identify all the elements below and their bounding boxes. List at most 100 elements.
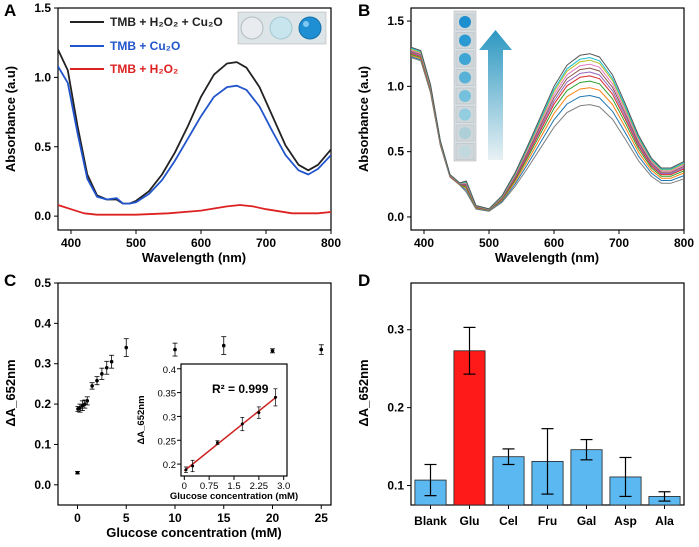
panel-c-point	[75, 470, 80, 475]
panel-c-chart: 0 5 10 15 20 25 0.0 0.1 0.2 0.3 0.4 0.5 Glucose con…	[3, 276, 332, 540]
vial-sample	[459, 90, 471, 102]
panel-c-point	[95, 378, 99, 383]
panel-a-series-2	[58, 65, 331, 205]
panel-letter-a: A	[4, 1, 16, 20]
panel-a-xtick-label: 700	[256, 236, 276, 250]
inset-point	[191, 464, 195, 468]
panel-a-xtick-label: 500	[126, 236, 146, 250]
inset-xtick-label: 1.5	[227, 481, 240, 492]
panel-b-series-11	[411, 46, 684, 210]
panel-c-xtick-label: 0	[74, 511, 81, 525]
vial-sample	[459, 71, 471, 84]
category-label-glu: Glu	[460, 514, 480, 528]
panel-a-frame	[57, 7, 332, 231]
vial-sample	[459, 16, 471, 28]
panel-a-ylabel: Absorbance (a.u)	[3, 66, 18, 172]
vial-sample	[459, 53, 471, 65]
panel-c-point	[100, 372, 104, 376]
panel-d-ytick-label: 0.1	[387, 479, 404, 493]
inset-frame	[180, 363, 288, 477]
panel-letter-b: B	[358, 1, 370, 20]
inset-ytick-label: 0.3	[163, 412, 176, 423]
panel-a-xlabel: Wavelength (nm)	[142, 250, 246, 265]
inset-ytick-label: 0.2	[163, 460, 176, 471]
category-label-fru: Fru	[538, 514, 557, 528]
inset-r2-annotation: R² = 0.999	[212, 382, 269, 396]
panel-b-series-10	[411, 47, 684, 210]
bar-glu	[453, 350, 486, 506]
panel-c-frame	[57, 282, 332, 506]
vial-sample	[459, 108, 471, 121]
panel-c-ytick-label: 0.1	[34, 437, 51, 451]
panel-c-ytick-label: 0.0	[34, 478, 51, 492]
inset-point	[215, 441, 219, 445]
panel-b-series-9	[411, 48, 684, 210]
category-label-gal: Gal	[577, 514, 596, 528]
panel-letter-d: D	[358, 271, 370, 290]
inset-ylabel: ΔA_652nm	[136, 395, 147, 444]
inset-xtick-label: 0.75	[200, 481, 219, 492]
panel-b-xtick-label: 500	[479, 236, 499, 250]
inset-ytick-label: 0.4	[163, 365, 176, 376]
category-label-asp: Asp	[614, 514, 637, 528]
panel-b-series-2	[411, 56, 684, 212]
panel-c-point	[109, 359, 114, 364]
panel-b-xtick-label: 700	[609, 236, 629, 250]
panel-c-xtick-label: 20	[266, 511, 280, 525]
panel-c-xtick-label: 10	[168, 511, 182, 525]
panel-c-ytick-label: 0.3	[34, 357, 51, 371]
panel-b-ytick-label: 0.0	[387, 210, 404, 224]
panel-a-vial-photos	[237, 11, 327, 45]
inset-point	[184, 468, 188, 472]
panel-b-xtick-label: 400	[414, 236, 434, 250]
category-label-ala: Ala	[655, 514, 674, 528]
inset-fit-line	[183, 395, 278, 472]
panel-b-series-4	[411, 54, 684, 211]
inset-xtick-label: 3.0	[277, 481, 290, 492]
vial-blue-highlight	[303, 21, 309, 27]
legend-label-3: TMB + H₂O₂	[110, 62, 178, 76]
vial-sample	[459, 127, 471, 139]
inset-xlabel: Glucose concentration (mM)	[170, 491, 298, 502]
vial-blue	[298, 16, 322, 40]
legend-label-2: TMB + Cu₂O	[110, 39, 180, 53]
panel-c-xlabel: Glucose concentration (mM)	[106, 525, 282, 540]
panel-a-series-1	[58, 49, 331, 205]
panel-d-ytick-label: 0.2	[387, 401, 404, 415]
panel-c-point	[104, 365, 109, 370]
panel-a-ytick-label: 1.0	[34, 70, 51, 84]
panel-a-xtick-label: 400	[61, 236, 81, 250]
category-label-blank: Blank	[414, 514, 447, 528]
panel-d-chart: 0.1 0.2 0.3 Blank Glu Cel Fru Gal Asp Ala ΔA_652n…	[356, 282, 685, 528]
panel-c-point	[221, 343, 226, 348]
increasing-arrow	[479, 30, 512, 160]
panel-a-legend: TMB + H₂O₂ + Cu₂O TMB + Cu₂O TMB + H₂O₂	[70, 15, 223, 76]
panel-c-ylabel: ΔA_652nm	[3, 359, 18, 426]
inset-point	[273, 395, 277, 399]
panel-d-ylabel: ΔA_652nm	[356, 359, 371, 426]
inset-xtick-label: 0	[182, 481, 187, 492]
panel-b-vial-column	[453, 10, 477, 162]
inset-point	[257, 411, 261, 415]
category-label-cel: Cel	[499, 514, 518, 528]
panel-c-xtick-label: 5	[123, 511, 130, 525]
panel-b-frame	[410, 7, 685, 231]
panel-b-ytick-label: 1.5	[387, 14, 404, 28]
panel-b-ytick-label: 1.0	[387, 79, 404, 93]
panel-c-point	[90, 384, 94, 388]
panel-c-point	[85, 399, 90, 403]
panel-c-ytick-label: 0.5	[34, 276, 51, 290]
panel-c-ytick-label: 0.4	[34, 316, 51, 330]
panel-a-xtick-label: 600	[191, 236, 211, 250]
panel-a-chart: 400 500 600 700 800 0.0 0.5 1.0 1.5 Wavelength (…	[3, 1, 341, 265]
panel-b-ylabel: Absorbance (a.u)	[356, 66, 371, 172]
panel-b-xtick-label: 800	[674, 236, 694, 250]
panel-c-point	[270, 349, 275, 353]
vial-sample	[459, 145, 471, 158]
legend-label-1: TMB + H₂O₂ + Cu₂O	[110, 15, 223, 29]
panel-d-ytick-label: 0.3	[387, 323, 404, 337]
panel-c-ytick-label: 0.2	[34, 397, 51, 411]
panel-c-point	[319, 347, 324, 352]
panel-a-ytick-label: 0.5	[34, 140, 51, 154]
